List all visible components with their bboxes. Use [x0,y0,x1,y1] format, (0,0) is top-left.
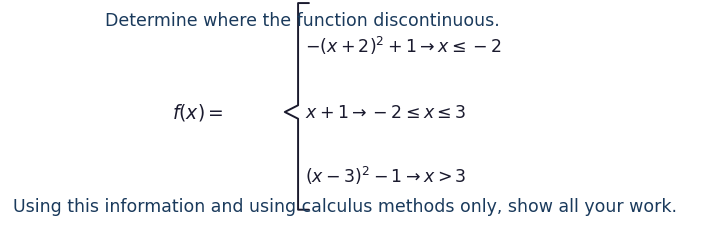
Text: Determine where the function discontinuous.: Determine where the function discontinuo… [105,12,500,30]
Text: $f(x)=$: $f(x)=$ [172,102,224,123]
Text: Using this information and using calculus methods only, show all your work.: Using this information and using calculu… [13,198,677,215]
Text: $(x-3)^2-1\rightarrow x>3$: $(x-3)^2-1\rightarrow x>3$ [305,164,467,186]
Text: $-(x+2)^2+1\rightarrow x\leq -2$: $-(x+2)^2+1\rightarrow x\leq -2$ [305,34,503,56]
Text: $x+1\rightarrow -2\leq x\leq 3$: $x+1\rightarrow -2\leq x\leq 3$ [305,104,466,122]
